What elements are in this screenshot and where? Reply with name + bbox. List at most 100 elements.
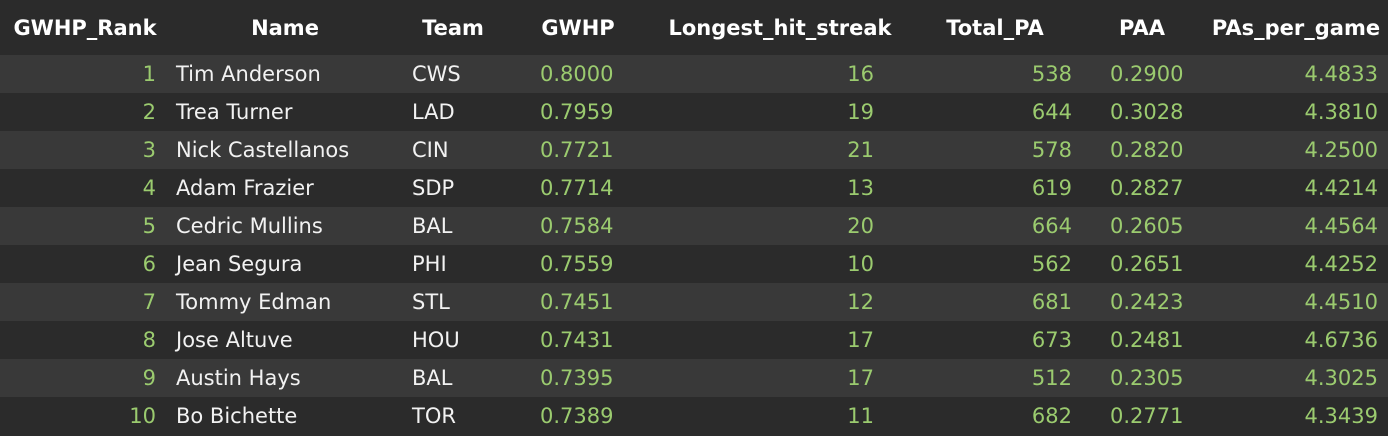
column-header-total-pa[interactable]: Total_PA bbox=[946, 15, 1044, 40]
cell-rank: 4 bbox=[142, 176, 156, 200]
cell-total-pa: 682 bbox=[1031, 404, 1072, 428]
cell-longest-hit-streak: 10 bbox=[847, 252, 874, 276]
cell-total-pa: 578 bbox=[1031, 138, 1072, 162]
cell-gwhp: 0.7395 bbox=[540, 366, 614, 390]
table-row[interactable]: 4 Adam Frazier SDP 0.7714 13 619 0.2827 … bbox=[0, 169, 1388, 207]
column-header-pas-per-game[interactable]: PAs_per_game bbox=[1211, 15, 1381, 40]
cell-gwhp: 0.7959 bbox=[540, 100, 614, 124]
cell-team: HOU bbox=[412, 328, 460, 352]
column-header-paa[interactable]: PAA bbox=[1119, 15, 1165, 40]
cell-longest-hit-streak: 13 bbox=[847, 176, 874, 200]
cell-paa: 0.3028 bbox=[1110, 100, 1184, 124]
cell-paa: 0.2771 bbox=[1110, 404, 1184, 428]
cell-name: Tommy Edman bbox=[176, 290, 332, 314]
table-row[interactable]: 6 Jean Segura PHI 0.7559 10 562 0.2651 4… bbox=[0, 245, 1388, 283]
cell-pas-per-game: 4.3439 bbox=[1304, 404, 1378, 428]
cell-longest-hit-streak: 17 bbox=[847, 366, 874, 390]
cell-paa: 0.2900 bbox=[1110, 62, 1184, 86]
cell-longest-hit-streak: 17 bbox=[847, 328, 874, 352]
cell-longest-hit-streak: 12 bbox=[847, 290, 874, 314]
cell-gwhp: 0.7584 bbox=[540, 214, 614, 238]
cell-paa: 0.2423 bbox=[1110, 290, 1184, 314]
table-row[interactable]: 2 Trea Turner LAD 0.7959 19 644 0.3028 4… bbox=[0, 93, 1388, 131]
cell-total-pa: 538 bbox=[1031, 62, 1072, 86]
cell-paa: 0.2481 bbox=[1110, 328, 1184, 352]
cell-gwhp: 0.7451 bbox=[540, 290, 614, 314]
cell-name: Bo Bichette bbox=[176, 404, 298, 428]
table-body: 1 Tim Anderson CWS 0.8000 16 538 0.2900 … bbox=[0, 55, 1388, 435]
table-row[interactable]: 8 Jose Altuve HOU 0.7431 17 673 0.2481 4… bbox=[0, 321, 1388, 359]
cell-team: TOR bbox=[412, 404, 456, 428]
cell-gwhp: 0.7721 bbox=[540, 138, 614, 162]
cell-name: Cedric Mullins bbox=[176, 214, 323, 238]
cell-pas-per-game: 4.3810 bbox=[1304, 100, 1378, 124]
cell-paa: 0.2651 bbox=[1110, 252, 1184, 276]
table-row[interactable]: 9 Austin Hays BAL 0.7395 17 512 0.2305 4… bbox=[0, 359, 1388, 397]
cell-rank: 6 bbox=[142, 252, 156, 276]
cell-rank: 3 bbox=[142, 138, 156, 162]
cell-team: LAD bbox=[412, 100, 455, 124]
cell-gwhp: 0.8000 bbox=[540, 62, 614, 86]
cell-pas-per-game: 4.6736 bbox=[1304, 328, 1378, 352]
cell-total-pa: 673 bbox=[1031, 328, 1072, 352]
cell-total-pa: 664 bbox=[1031, 214, 1072, 238]
cell-rank: 7 bbox=[142, 290, 156, 314]
cell-rank: 8 bbox=[142, 328, 156, 352]
table-header: GWHP_Rank Name Team GWHP Longest_hit_str… bbox=[0, 0, 1388, 55]
cell-paa: 0.2827 bbox=[1110, 176, 1184, 200]
cell-longest-hit-streak: 16 bbox=[847, 62, 874, 86]
cell-rank: 2 bbox=[142, 100, 156, 124]
cell-rank: 10 bbox=[129, 404, 156, 428]
cell-team: STL bbox=[412, 290, 450, 314]
cell-paa: 0.2820 bbox=[1110, 138, 1184, 162]
column-header-name[interactable]: Name bbox=[251, 15, 319, 40]
cell-longest-hit-streak: 19 bbox=[847, 100, 874, 124]
cell-team: BAL bbox=[412, 366, 453, 390]
cell-paa: 0.2605 bbox=[1110, 214, 1184, 238]
cell-name: Adam Frazier bbox=[176, 176, 314, 200]
column-header-gwhp-rank[interactable]: GWHP_Rank bbox=[13, 15, 157, 40]
cell-team: CWS bbox=[412, 62, 461, 86]
table-row[interactable]: 7 Tommy Edman STL 0.7451 12 681 0.2423 4… bbox=[0, 283, 1388, 321]
cell-team: BAL bbox=[412, 214, 453, 238]
header-row: GWHP_Rank Name Team GWHP Longest_hit_str… bbox=[0, 0, 1388, 55]
cell-team: CIN bbox=[412, 138, 449, 162]
cell-total-pa: 644 bbox=[1031, 100, 1072, 124]
cell-pas-per-game: 4.4214 bbox=[1304, 176, 1378, 200]
cell-pas-per-game: 4.4252 bbox=[1304, 252, 1378, 276]
cell-total-pa: 562 bbox=[1031, 252, 1072, 276]
cell-rank: 5 bbox=[142, 214, 156, 238]
cell-longest-hit-streak: 20 bbox=[847, 214, 874, 238]
table-row[interactable]: 1 Tim Anderson CWS 0.8000 16 538 0.2900 … bbox=[0, 55, 1388, 93]
table-row[interactable]: 3 Nick Castellanos CIN 0.7721 21 578 0.2… bbox=[0, 131, 1388, 169]
cell-pas-per-game: 4.4833 bbox=[1304, 62, 1378, 86]
cell-rank: 1 bbox=[142, 62, 156, 86]
cell-total-pa: 681 bbox=[1031, 290, 1072, 314]
cell-name: Austin Hays bbox=[176, 366, 301, 390]
table-row[interactable]: 5 Cedric Mullins BAL 0.7584 20 664 0.260… bbox=[0, 207, 1388, 245]
cell-total-pa: 619 bbox=[1031, 176, 1072, 200]
cell-gwhp: 0.7714 bbox=[540, 176, 614, 200]
cell-name: Nick Castellanos bbox=[176, 138, 350, 162]
cell-name: Jean Segura bbox=[176, 252, 303, 276]
cell-pas-per-game: 4.4510 bbox=[1304, 290, 1378, 314]
cell-paa: 0.2305 bbox=[1110, 366, 1184, 390]
cell-name: Tim Anderson bbox=[176, 62, 321, 86]
cell-team: SDP bbox=[412, 176, 455, 200]
cell-name: Jose Altuve bbox=[176, 328, 293, 352]
table-row[interactable]: 10 Bo Bichette TOR 0.7389 11 682 0.2771 … bbox=[0, 397, 1388, 435]
cell-rank: 9 bbox=[142, 366, 156, 390]
cell-longest-hit-streak: 11 bbox=[847, 404, 874, 428]
cell-longest-hit-streak: 21 bbox=[847, 138, 874, 162]
cell-gwhp: 0.7559 bbox=[540, 252, 614, 276]
cell-gwhp: 0.7389 bbox=[540, 404, 614, 428]
column-header-gwhp[interactable]: GWHP bbox=[541, 15, 615, 40]
column-header-longest-hit-streak[interactable]: Longest_hit_streak bbox=[668, 15, 892, 40]
cell-pas-per-game: 4.4564 bbox=[1304, 214, 1378, 238]
column-header-team[interactable]: Team bbox=[422, 15, 484, 40]
cell-pas-per-game: 4.2500 bbox=[1304, 138, 1378, 162]
cell-total-pa: 512 bbox=[1031, 366, 1072, 390]
cell-team: PHI bbox=[412, 252, 447, 276]
cell-pas-per-game: 4.3025 bbox=[1304, 366, 1378, 390]
